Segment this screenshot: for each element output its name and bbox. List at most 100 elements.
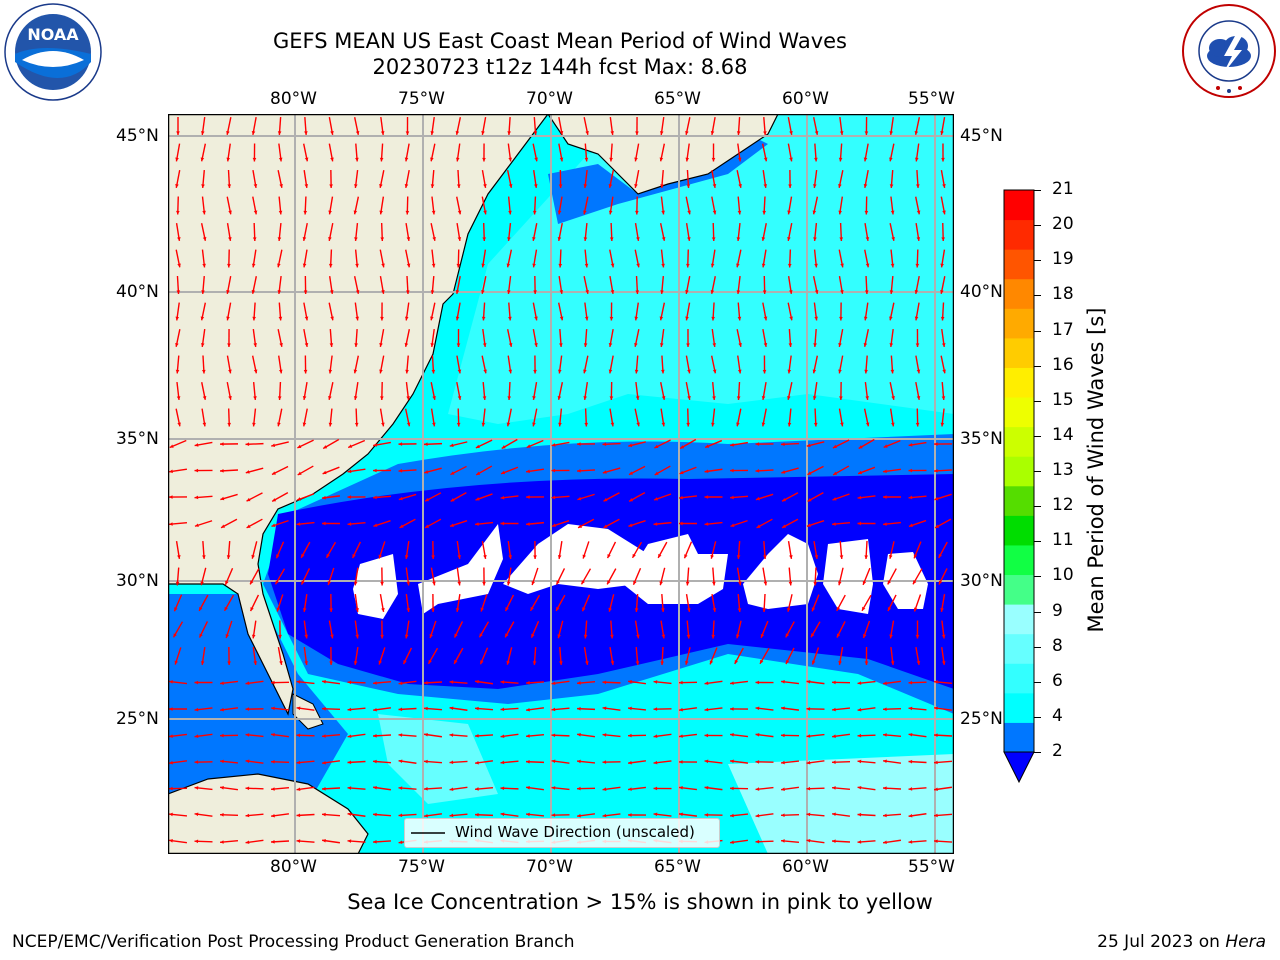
- wave-direction-arrowhead: [634, 316, 639, 321]
- wave-direction-arrowhead: [532, 210, 537, 215]
- wave-direction-arrowhead: [610, 263, 615, 268]
- wave-direction-arrowhead: [781, 706, 785, 711]
- wave-direction-arrowhead: [610, 422, 615, 427]
- wave-direction-arrowhead: [609, 396, 614, 400]
- wave-direction-arrowhead: [169, 680, 173, 684]
- colorbar-label: Mean Period of Wind Waves [s]: [1084, 307, 1108, 633]
- wave-direction-arrowhead: [763, 184, 768, 188]
- wave-direction-arrowhead: [330, 131, 334, 135]
- wave-direction-arrowhead: [475, 497, 480, 501]
- wave-direction-arrowhead: [838, 581, 842, 586]
- wave-direction-arrowhead: [353, 396, 358, 400]
- wave-direction-arrowhead: [322, 470, 327, 475]
- wave-direction-arrowhead: [220, 681, 224, 685]
- wave-direction-arrowhead: [704, 733, 709, 738]
- wave-direction-arrowhead: [327, 581, 332, 586]
- wave-direction-arrowhead: [679, 760, 683, 764]
- wave-direction-arrowhead: [934, 469, 938, 473]
- wave-direction-arrowhead: [679, 734, 683, 738]
- wave-direction-arrowhead: [534, 157, 538, 162]
- colorbar-tick-mark: [1034, 716, 1041, 718]
- wave-direction-arrowhead: [653, 522, 658, 526]
- wave-direction-arrowhead: [245, 707, 250, 711]
- wave-direction-arrowhead: [551, 707, 556, 712]
- wave-direction-arrowhead: [577, 681, 581, 685]
- wave-direction-arrowhead: [787, 395, 791, 400]
- wave-direction-arrowhead: [812, 396, 817, 400]
- wave-direction-arrowhead: [457, 237, 462, 241]
- legend-label: Wind Wave Direction (unscaled): [455, 823, 695, 841]
- map-legend: Wind Wave Direction (unscaled): [404, 818, 720, 848]
- wave-direction-arrowhead: [398, 496, 403, 501]
- lon-label-bottom-75w: 75°W: [398, 857, 445, 877]
- wave-direction-arrowhead: [634, 369, 639, 374]
- wave-direction-arrowhead: [864, 210, 869, 215]
- colorbar: [1002, 188, 1036, 784]
- wave-direction-arrowhead: [685, 130, 689, 135]
- wave-direction-arrowhead: [704, 469, 709, 474]
- lon-label-bottom-65w: 65°W: [654, 857, 701, 877]
- wave-direction-arrowhead: [329, 290, 334, 294]
- wave-direction-arrowhead: [430, 131, 435, 135]
- wave-direction-arrowhead: [272, 498, 277, 502]
- land-nova-scotia: [547, 114, 779, 195]
- wave-direction-arrowhead: [711, 157, 716, 162]
- colorbar-tick-label: 6: [1052, 670, 1063, 691]
- wave-direction-arrowhead: [838, 157, 843, 162]
- map-canvas: [167, 113, 955, 855]
- wave-direction-arrowhead: [686, 343, 690, 347]
- wave-direction-arrowhead: [712, 184, 717, 188]
- wave-direction-arrowhead: [297, 471, 302, 475]
- wave-direction-arrowhead: [557, 395, 562, 400]
- wave-direction-arrowhead: [277, 422, 281, 427]
- wave-direction-arrowhead: [908, 495, 913, 500]
- wave-direction-arrowhead: [781, 470, 786, 474]
- wave-direction-arrowhead: [934, 839, 938, 843]
- wave-direction-arrowhead: [687, 369, 691, 374]
- wave-direction-arrowhead: [475, 679, 479, 684]
- wave-direction-arrowhead: [455, 608, 460, 612]
- wave-direction-arrowhead: [404, 342, 409, 347]
- wave-direction-arrowhead: [301, 553, 305, 558]
- wave-direction-arrowhead: [476, 471, 481, 475]
- wave-direction-arrowhead: [734, 659, 739, 664]
- wave-direction-arrowhead: [711, 237, 716, 241]
- wave-direction-arrowhead: [373, 812, 377, 817]
- wave-direction-arrowhead: [858, 470, 863, 475]
- wave-direction-arrowhead: [202, 210, 206, 215]
- wave-direction-arrowhead: [890, 263, 895, 268]
- wave-direction-arrowhead: [781, 760, 785, 765]
- wave-direction-arrowhead: [887, 580, 892, 585]
- wave-direction-arrowhead: [583, 396, 587, 400]
- wave-direction-arrowhead: [679, 680, 683, 685]
- wave-direction-arrowhead: [832, 707, 836, 712]
- wave-direction-arrowhead: [789, 555, 793, 559]
- wave-direction-arrowhead: [220, 812, 224, 817]
- wave-direction-arrowhead: [730, 681, 734, 685]
- wave-direction-arrowhead: [940, 316, 945, 321]
- lat-label-right-25n: 25°N: [960, 709, 1003, 729]
- wave-direction-arrowhead: [737, 316, 742, 321]
- wave-direction-arrowhead: [398, 786, 403, 790]
- wave-direction-arrowhead: [712, 343, 717, 347]
- wave-direction-arrowhead: [225, 634, 230, 639]
- wave-direction-arrowhead: [661, 422, 666, 427]
- lon-label-bottom-80w: 80°W: [270, 857, 317, 877]
- wave-direction-arrowhead: [304, 661, 309, 665]
- colorbar-tick-mark: [1034, 471, 1041, 472]
- wave-direction-arrowhead: [328, 236, 332, 241]
- wave-direction-arrowhead: [271, 787, 275, 791]
- wave-direction-arrowhead: [558, 263, 563, 268]
- colorbar-segment: [1004, 337, 1034, 368]
- wave-direction-arrowhead: [864, 661, 869, 665]
- wave-direction-arrowhead: [526, 681, 530, 685]
- wave-direction-arrowhead: [838, 369, 842, 374]
- wave-direction-arrowhead: [608, 607, 612, 612]
- wave-direction-arrowhead: [628, 443, 633, 448]
- wave-direction-arrowhead: [379, 343, 383, 347]
- wave-direction-arrowhead: [628, 679, 632, 684]
- wave-direction-arrowhead: [507, 237, 511, 241]
- wave-direction-arrowhead: [505, 607, 509, 612]
- wave-direction-arrowhead: [404, 634, 409, 639]
- wave-direction-arrowhead: [534, 343, 538, 347]
